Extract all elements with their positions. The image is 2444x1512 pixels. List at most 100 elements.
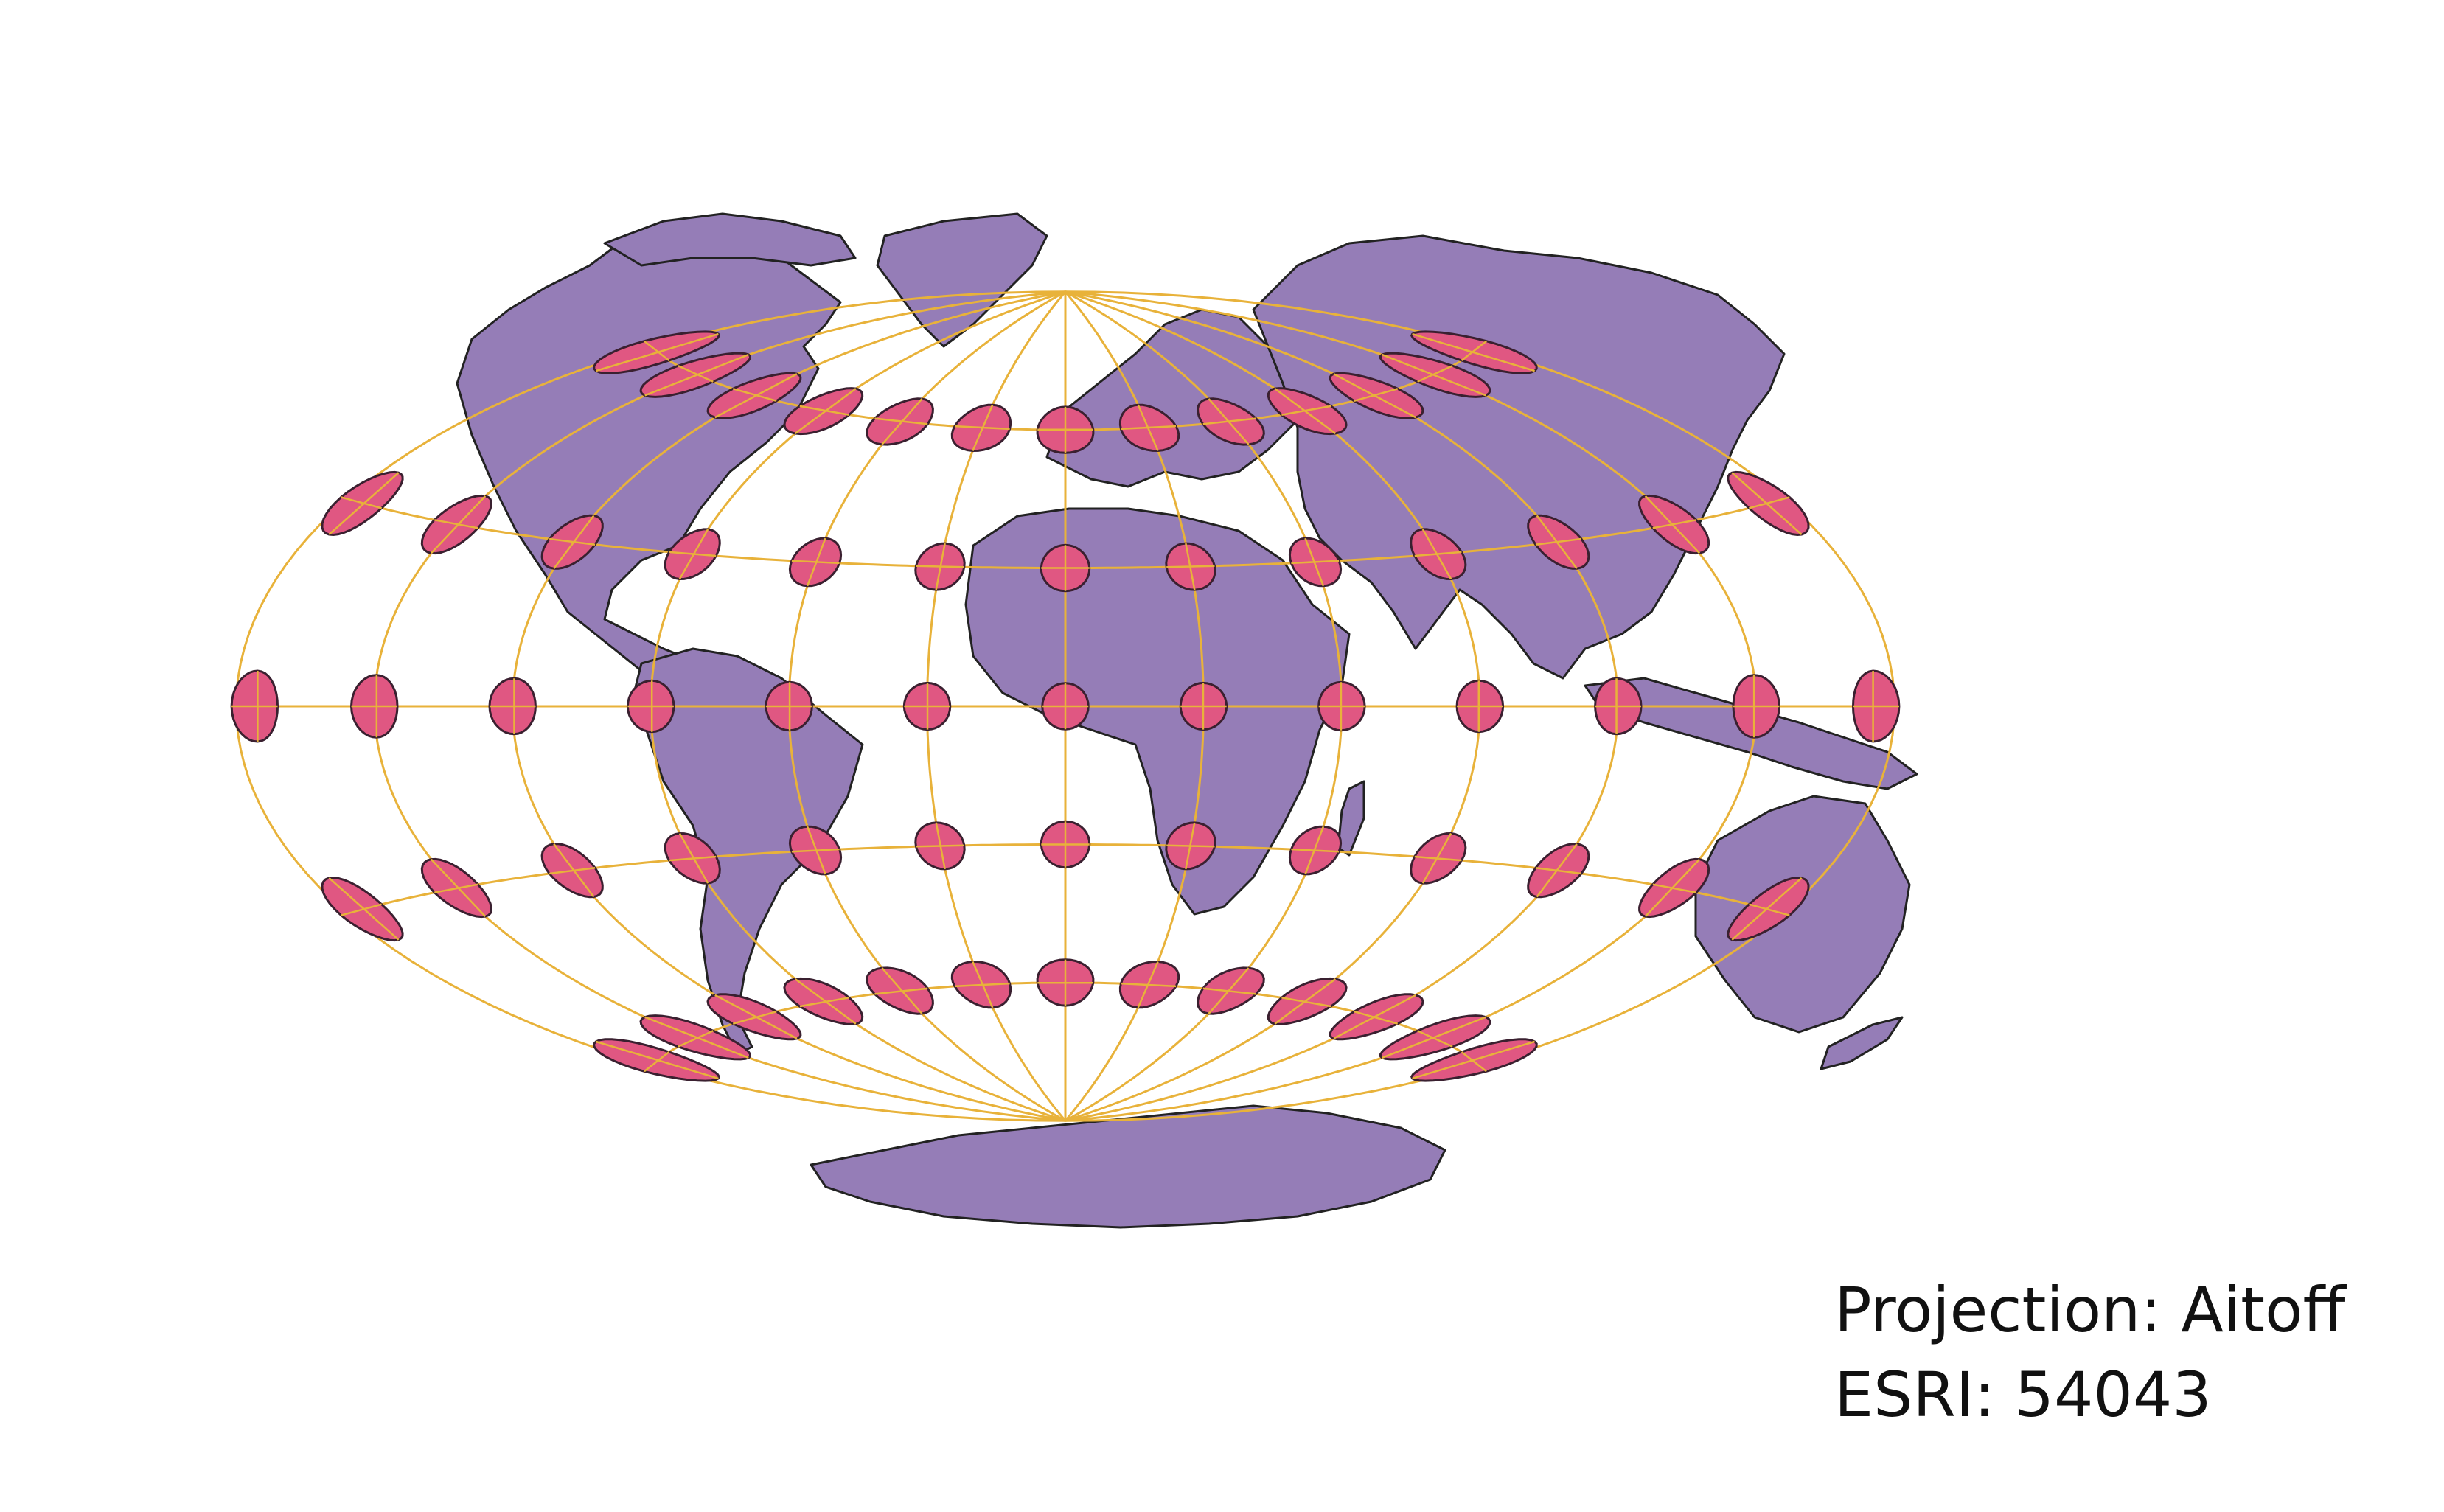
tissot-ellipse: [902, 681, 952, 731]
tissot-ellipse: [914, 542, 966, 591]
tissot-axes: [1644, 495, 1701, 554]
tissot-ellipse: [950, 403, 1012, 453]
tissot-axes: [1333, 994, 1416, 1039]
tissot-ellipse: [1165, 821, 1216, 871]
land-greenland: [876, 212, 1048, 348]
tissot-axes: [1595, 678, 1642, 734]
tissot-ellipse: [349, 674, 399, 739]
tissot-axes: [1382, 353, 1486, 397]
tissot-ellipse: [488, 677, 537, 736]
tissot-ellipse: [1379, 352, 1491, 398]
tissot-ellipse: [1197, 966, 1265, 1015]
tissot-axes: [1412, 332, 1535, 372]
tissot-ellipse: [1527, 514, 1590, 570]
tissot-axes: [765, 682, 812, 731]
tissot-axes: [430, 495, 487, 554]
tissot-ellipse: [321, 470, 404, 537]
tissot-ellipse: [783, 387, 864, 436]
tissot-axes: [1121, 404, 1177, 452]
land-asia: [1252, 234, 1786, 680]
tissot-ellipse: [420, 494, 492, 555]
land-arctic-islands: [603, 212, 857, 267]
tissot-ellipse: [540, 514, 604, 570]
tissot-ellipse: [664, 832, 721, 885]
tissot-axes: [231, 671, 278, 742]
tissot-axes: [328, 472, 400, 535]
tissot-axes: [1274, 978, 1337, 1025]
tissot-ellipse: [1329, 993, 1424, 1041]
tissot-axes: [714, 373, 798, 419]
tissot-ellipse: [1410, 832, 1467, 885]
tissot-ellipse: [593, 1038, 720, 1082]
land-new-zealand: [1820, 1016, 1904, 1070]
tissot-ellipse: [1197, 397, 1265, 446]
projection-label: Projection: Aitoff: [1834, 1274, 2346, 1346]
tissot-axes: [627, 680, 674, 732]
tissot-axes: [1291, 826, 1340, 875]
tissot-ellipse: [788, 825, 843, 876]
tissot-ellipse: [1851, 669, 1901, 743]
tissot-axes: [1333, 373, 1416, 419]
tissot-axes: [1457, 680, 1503, 732]
tissot-ellipse: [765, 680, 813, 732]
tissot-axes: [644, 353, 749, 397]
tissot-ellipse: [1379, 1014, 1491, 1061]
tissot-ellipse: [1638, 494, 1710, 555]
tissot-axes: [1042, 683, 1089, 730]
tissot-axes: [1041, 821, 1090, 868]
tissot-ellipse: [1118, 960, 1180, 1009]
tissot-ellipse: [788, 537, 843, 588]
tissot-axes: [1180, 683, 1227, 730]
tissot-ellipse: [1288, 537, 1343, 588]
tissot-ellipse: [1165, 542, 1216, 591]
tissot-axes: [1731, 472, 1803, 535]
tissot-ellipse: [1179, 681, 1228, 731]
tissot-axes: [549, 843, 596, 898]
landmasses: [456, 212, 1918, 1229]
tissot-axes: [1731, 877, 1803, 941]
tissot-ellipse: [230, 669, 279, 743]
tissot-ellipse: [639, 352, 751, 398]
tissot-axes: [794, 388, 857, 435]
tissot-ellipse: [1118, 403, 1180, 453]
tissot-axes: [904, 683, 950, 730]
tissot-ellipse: [1732, 674, 1781, 739]
tissot-axes: [669, 529, 717, 580]
tissot-ellipse: [706, 372, 802, 419]
tissot-ellipse: [866, 397, 934, 446]
tissot-ellipse: [1036, 405, 1095, 454]
tissot-axes: [1291, 537, 1340, 587]
tissot-axes: [916, 543, 964, 590]
tissot-ellipse: [664, 528, 721, 581]
tissot-ellipse: [1036, 958, 1095, 1007]
tissot-ellipse: [1041, 682, 1090, 731]
tissot-axes: [596, 332, 719, 372]
tissot-ellipse: [1329, 372, 1424, 419]
tissot-ellipse: [1040, 820, 1091, 869]
tissot-axes: [794, 978, 857, 1025]
land-antarctica: [810, 1104, 1446, 1229]
tissot-axes: [954, 404, 1010, 452]
tissot-ellipse: [639, 1014, 751, 1061]
tissot-indicatrix-layer: [230, 330, 1901, 1082]
land-madagascar: [1337, 780, 1365, 857]
tissot-ellipse: [1288, 825, 1343, 876]
tissot-axes: [1166, 543, 1215, 590]
tissot-axes: [1733, 675, 1780, 738]
tissot-axes: [1853, 671, 1899, 742]
tissot-axes: [1037, 959, 1093, 1006]
tissot-axes: [1041, 545, 1090, 591]
tissot-ellipse: [783, 977, 864, 1025]
tissot-ellipse: [1727, 470, 1810, 537]
tissot-ellipse: [950, 960, 1012, 1009]
tissot-axes: [596, 1040, 719, 1080]
tissot-ellipse: [1527, 843, 1590, 899]
tissot-axes: [791, 826, 840, 875]
tissot-axes: [1166, 822, 1215, 870]
tissot-ellipse: [1040, 543, 1091, 593]
tissot-ellipse: [914, 821, 966, 871]
tissot-axes: [430, 858, 487, 918]
tissot-ellipse: [1317, 680, 1366, 732]
tissot-axes: [644, 1016, 749, 1059]
